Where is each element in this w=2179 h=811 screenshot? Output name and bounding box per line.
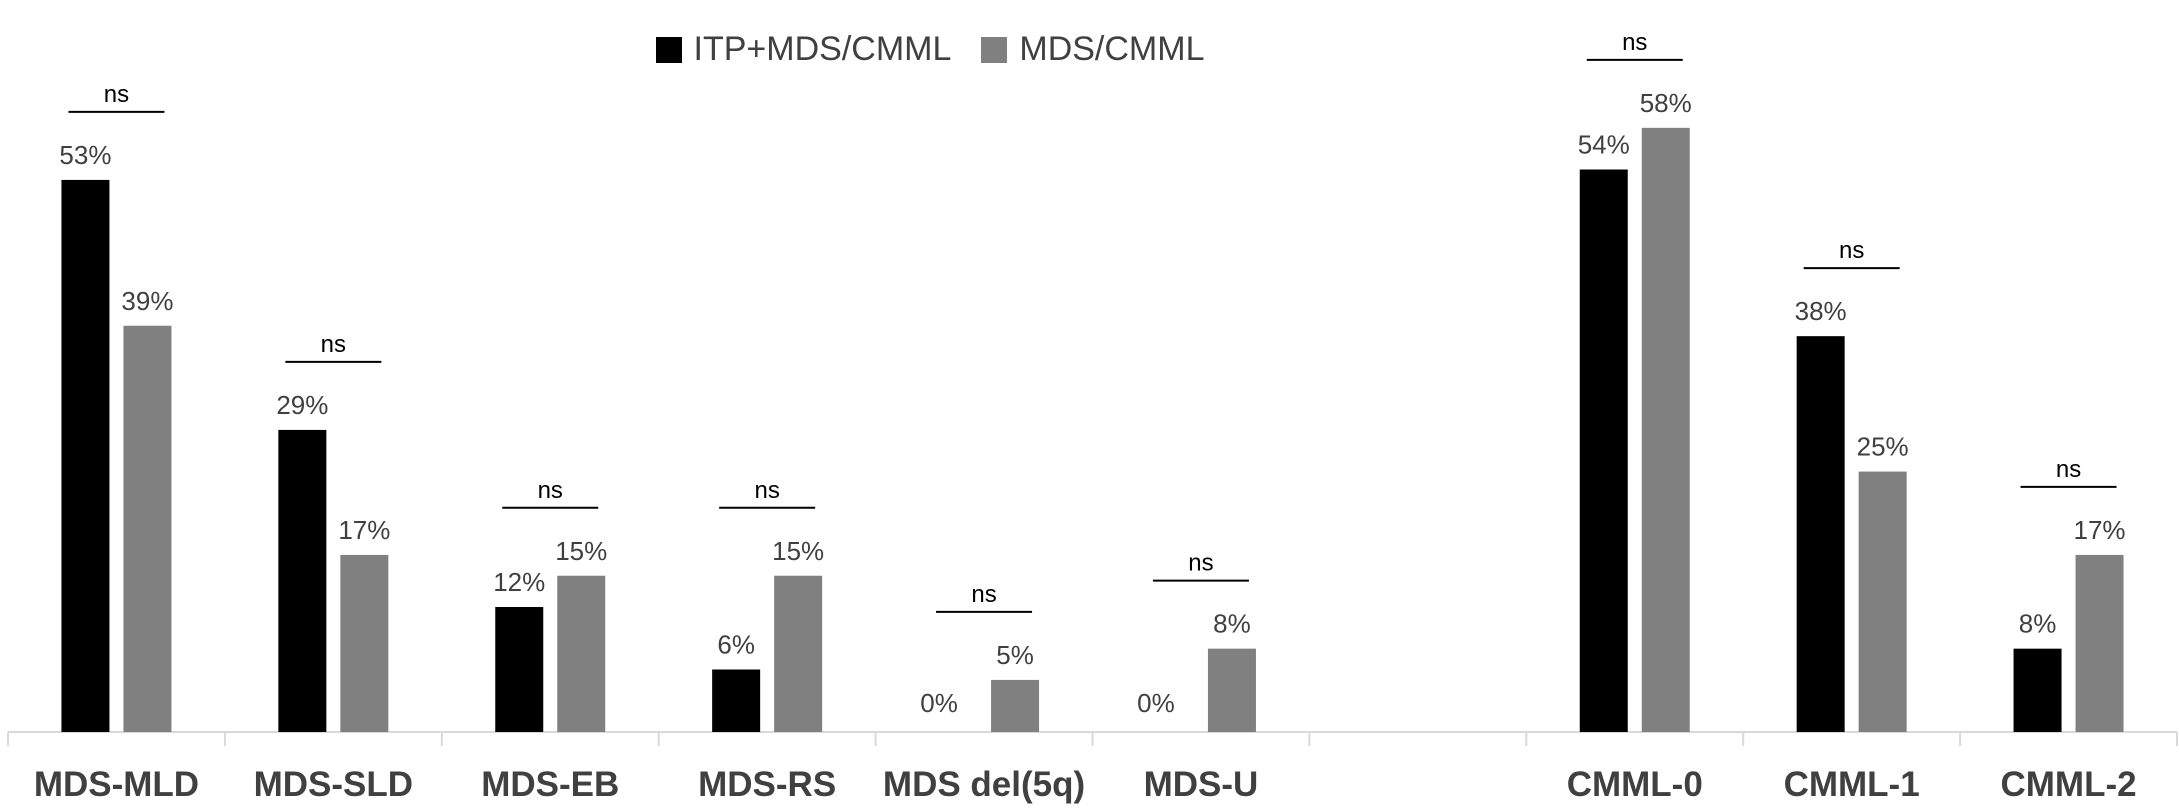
significance-label-mds-eb: ns [538, 477, 563, 504]
bar-cmml-0-series-2 [1641, 127, 1690, 733]
data-label-mds-del-5q-series-2: 5% [996, 640, 1034, 670]
data-label-mds-mld-series-1: 53% [59, 140, 111, 170]
bar-mds-eb-series-2 [557, 575, 606, 732]
data-label-cmml-1-series-2: 25% [1857, 432, 1909, 462]
data-label-mds-sld-series-2: 17% [338, 515, 390, 545]
significance-label-mds-sld: ns [321, 331, 346, 358]
bar-cmml-2-series-2 [2075, 554, 2124, 732]
bar-cmml-0-series-1 [1579, 169, 1628, 732]
x-tick-label-mds-sld: MDS-SLD [254, 765, 413, 804]
bar-cmml-1-series-1 [1796, 336, 1845, 732]
data-label-mds-eb-series-2: 15% [555, 536, 607, 566]
bar-mds-mld-series-2 [123, 325, 172, 732]
x-tick-label-cmml-1: CMML-1 [1784, 765, 1920, 804]
data-label-mds-del-5q-series-1: 0% [920, 688, 958, 718]
x-tick-label-mds-u: MDS-U [1144, 765, 1259, 804]
data-label-cmml-0-series-1: 54% [1578, 130, 1630, 160]
bar-mds-del-5q-series-2 [991, 679, 1040, 732]
data-label-mds-u-series-1: 0% [1137, 688, 1175, 718]
data-label-cmml-0-series-2: 58% [1640, 88, 1692, 118]
bar-mds-eb-series-1 [495, 607, 544, 732]
data-label-cmml-2-series-2: 17% [2074, 515, 2126, 545]
x-tick-label-cmml-0: CMML-0 [1567, 765, 1703, 804]
data-label-cmml-1-series-1: 38% [1795, 296, 1847, 326]
data-label-mds-rs-series-1: 6% [717, 630, 755, 660]
legend-swatch-series-2 [981, 36, 1008, 63]
x-tick-label-mds-eb: MDS-EB [481, 765, 619, 804]
data-label-mds-eb-series-1: 12% [493, 567, 545, 597]
bar-cmml-2-series-1 [2013, 648, 2062, 732]
x-tick-label-cmml-2: CMML-2 [2001, 765, 2137, 804]
chart-legend: ITP+MDS/CMML MDS/CMML [0, 30, 1860, 69]
legend-label-series-1: ITP+MDS/CMML [693, 30, 952, 68]
data-label-mds-u-series-2: 8% [1213, 609, 1251, 639]
legend-swatch-series-1 [655, 36, 682, 63]
data-label-cmml-2-series-1: 8% [2019, 609, 2057, 639]
data-label-mds-rs-series-2: 15% [772, 536, 824, 566]
significance-label-cmml-1: ns [1839, 237, 1864, 264]
bar-mds-rs-series-2 [774, 575, 823, 732]
significance-label-cmml-2: ns [2056, 456, 2081, 483]
bar-mds-mld-series-1 [61, 179, 110, 732]
x-tick-label-mds-rs: MDS-RS [698, 765, 836, 804]
significance-label-mds-del-5q: ns [971, 581, 996, 608]
legend-item-series-2: MDS/CMML [981, 30, 1204, 69]
x-tick-label-mds-mld: MDS-MLD [34, 765, 199, 804]
significance-label-mds-mld: ns [104, 81, 129, 108]
bar-mds-rs-series-1 [712, 669, 761, 732]
bar-cmml-1-series-2 [1858, 471, 1907, 732]
bar-mds-sld-series-1 [278, 429, 327, 732]
bar-mds-sld-series-2 [340, 554, 389, 732]
significance-label-cmml-0: ns [1622, 29, 1647, 56]
significance-label-mds-u: ns [1188, 550, 1213, 577]
legend-item-series-1: ITP+MDS/CMML [655, 30, 952, 69]
x-tick-label-mds-del-5q: MDS del(5q) [883, 765, 1085, 804]
bar-mds-u-series-2 [1207, 648, 1256, 732]
legend-label-series-2: MDS/CMML [1019, 30, 1205, 68]
significance-label-mds-rs: ns [754, 477, 779, 504]
data-label-mds-sld-series-1: 29% [276, 390, 328, 420]
data-label-mds-mld-series-2: 39% [121, 286, 173, 316]
